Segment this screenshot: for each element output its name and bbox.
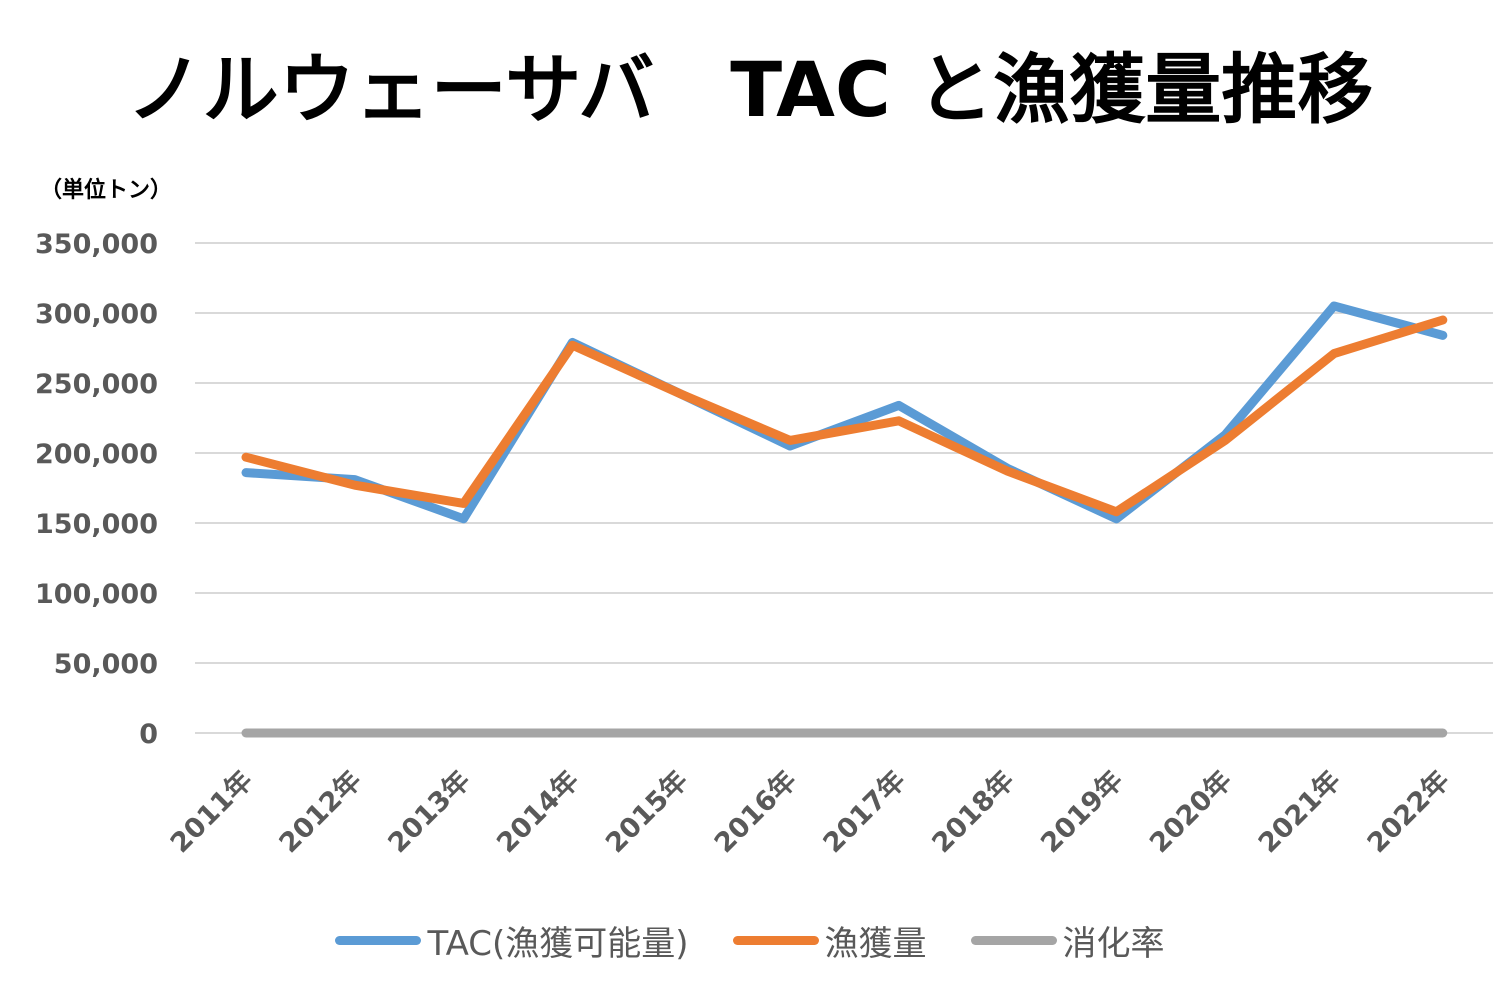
x-tick-label: 2017年 — [817, 764, 912, 859]
legend-swatch — [335, 935, 422, 945]
legend-item-1: TAC(漁獲可能量) — [335, 916, 689, 965]
y-tick-label: 150,000 — [35, 509, 158, 540]
legend-item-3: 消化率 — [970, 916, 1165, 965]
legend-item-2: 漁獲量 — [732, 916, 927, 965]
x-tick-label: 2019年 — [1034, 764, 1129, 859]
x-tick-label: 2013年 — [382, 764, 477, 859]
x-tick-label: 2015年 — [599, 764, 694, 859]
legend-swatch — [970, 935, 1057, 945]
unit-label: （単位トン） — [40, 178, 173, 203]
chart-title: ノルウェーサバ TAC と漁獲量推移 — [126, 45, 1374, 134]
y-axis-ticks: 0 50,000 100,000 150,000 200,000 250,000 300,0… — [35, 229, 158, 750]
y-tick-label: 350,000 — [35, 229, 158, 260]
legend-swatch — [732, 935, 819, 945]
series-line-1 — [241, 301, 1448, 524]
x-axis-ticks: 2011年 2012年 2013年 2014年 2015年 2016年 2017年 2018年… — [164, 764, 1456, 859]
x-tick-label: 2020年 — [1143, 764, 1238, 859]
y-tick-label: 50,000 — [54, 649, 158, 680]
x-tick-label: 2022年 — [1361, 764, 1456, 859]
legend: TAC(漁獲可能量) 漁獲量 消化率 — [0, 914, 1500, 966]
legend-label: 漁獲量 — [824, 923, 927, 964]
x-tick-label: 2011年 — [164, 764, 259, 859]
y-tick-label: 250,000 — [35, 369, 158, 400]
y-tick-label: 100,000 — [35, 579, 158, 610]
series-lines — [241, 301, 1448, 738]
legend-label: TAC(漁獲可能量) — [427, 923, 689, 964]
y-tick-label: 200,000 — [35, 439, 158, 470]
legend-label: 消化率 — [1062, 923, 1165, 964]
y-tick-label: 300,000 — [35, 299, 158, 330]
x-tick-label: 2021年 — [1252, 764, 1347, 859]
x-tick-label: 2012年 — [273, 764, 368, 859]
x-tick-label: 2016年 — [708, 764, 803, 859]
y-tick-label: 0 — [139, 719, 158, 750]
series-line-2 — [241, 315, 1448, 517]
x-tick-label: 2014年 — [490, 764, 585, 859]
x-tick-label: 2018年 — [926, 764, 1021, 859]
grid-lines — [195, 242, 1493, 734]
